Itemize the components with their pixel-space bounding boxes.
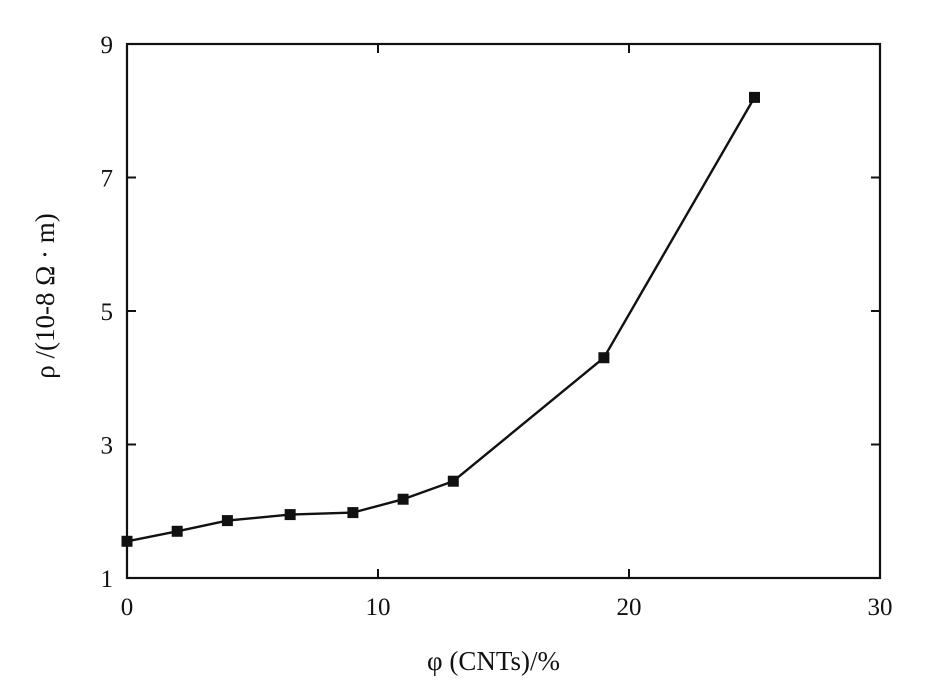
y-axis-ticks: 1 3 5 7 9 bbox=[101, 32, 880, 593]
data-point-marker bbox=[749, 91, 760, 103]
y-tick-label: 3 bbox=[101, 433, 114, 460]
data-point-marker bbox=[447, 475, 459, 487]
x-tick-label: 0 bbox=[121, 594, 134, 621]
y-tick-label: 1 bbox=[101, 566, 114, 593]
x-axis-label: φ (CNTs)/% bbox=[427, 646, 560, 676]
data-point-marker bbox=[221, 515, 233, 527]
plot-frame bbox=[125, 42, 882, 580]
y-axis-label: ρ /(10-8 Ω · m) bbox=[30, 213, 60, 379]
data-point-marker bbox=[284, 509, 296, 521]
x-axis-ticks: 0 10 20 30 bbox=[121, 44, 893, 621]
y-tick-label: 9 bbox=[101, 32, 114, 59]
series-line bbox=[126, 96, 756, 543]
data-point-marker bbox=[121, 535, 133, 547]
x-tick-label: 20 bbox=[617, 594, 642, 621]
data-point-marker bbox=[397, 493, 409, 505]
x-tick-label: 10 bbox=[366, 594, 391, 621]
data-point-marker bbox=[598, 352, 610, 364]
data-series bbox=[121, 91, 760, 547]
data-point-marker bbox=[171, 525, 183, 537]
data-point-marker bbox=[347, 507, 359, 519]
y-tick-label: 7 bbox=[101, 166, 114, 193]
plot-axes bbox=[125, 42, 882, 580]
x-tick-label: 30 bbox=[868, 594, 893, 621]
y-tick-label: 5 bbox=[101, 299, 114, 326]
